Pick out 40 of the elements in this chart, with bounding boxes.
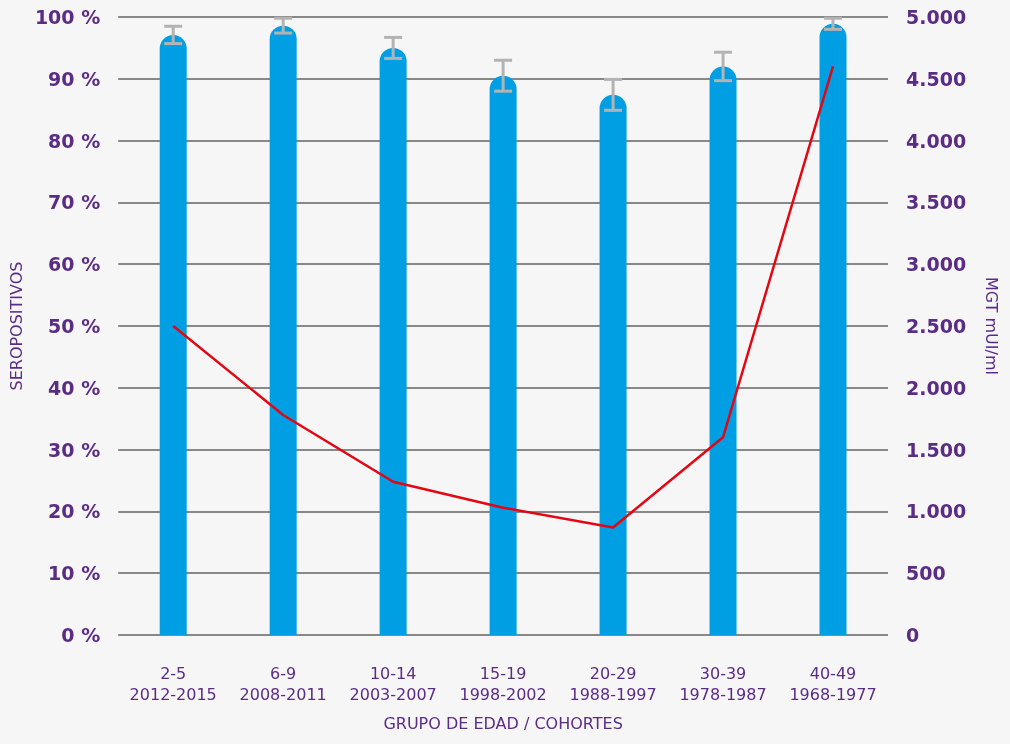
y-tick-label: 80 % [48, 129, 101, 152]
line-series [171, 65, 835, 529]
x-tick-label: 15-19 1998-2002 [459, 664, 547, 704]
y-tick-label: 100 % [34, 6, 101, 28]
y2-tick-label: 4.000 [906, 129, 967, 152]
bar [819, 23, 847, 635]
y2-tick-label: 5.000 [906, 6, 967, 28]
y2-tick-label: 3.500 [906, 191, 967, 214]
x-tick-label: 10-14 2003-2007 [349, 664, 437, 704]
y2-tick-label: 2.500 [906, 315, 967, 337]
x-tick-label: 40-49 1968-1977 [789, 664, 877, 704]
y-tick-label: 20 % [48, 500, 101, 523]
bar [599, 94, 627, 635]
y-tick-label: 50 % [48, 315, 101, 337]
y-tick-label: 90 % [48, 67, 101, 90]
y2-axis-title: MGT mUI/ml [981, 277, 1001, 375]
y-tick-label: 70 % [48, 191, 101, 214]
y-tick-label: 30 % [48, 438, 101, 461]
y-tick-label: 40 % [48, 376, 101, 399]
bar [269, 25, 297, 635]
y2-tick-label: 2.000 [906, 376, 967, 399]
y2-tick-label: 3.000 [906, 253, 967, 276]
bar [379, 47, 407, 635]
y-tick-label: 0 % [61, 624, 101, 646]
y2-tick-label: 500 [906, 562, 946, 585]
y-axis-title: SEROPOSITIVOS [6, 261, 26, 391]
x-tick-label: 30-39 1978-1987 [679, 664, 767, 704]
y2-tick-label: 1.000 [906, 500, 967, 523]
bar [709, 66, 737, 635]
bar [159, 34, 187, 635]
y2-tick-label: 0 [906, 624, 920, 646]
x-tick-label: 20-29 1988-1997 [569, 664, 657, 704]
y-tick-label: 10 % [48, 562, 101, 585]
x-tick-label: 2-5 2012-2015 [129, 664, 217, 704]
x-axis-title: GRUPO DE EDAD / COHORTES [383, 713, 623, 733]
y2-tick-label: 1.500 [906, 438, 967, 461]
x-tick-label: 6-9 2008-2011 [239, 664, 327, 704]
y-tick-label: 60 % [48, 253, 101, 276]
y2-tick-label: 4.500 [906, 67, 967, 90]
bar [489, 75, 517, 635]
